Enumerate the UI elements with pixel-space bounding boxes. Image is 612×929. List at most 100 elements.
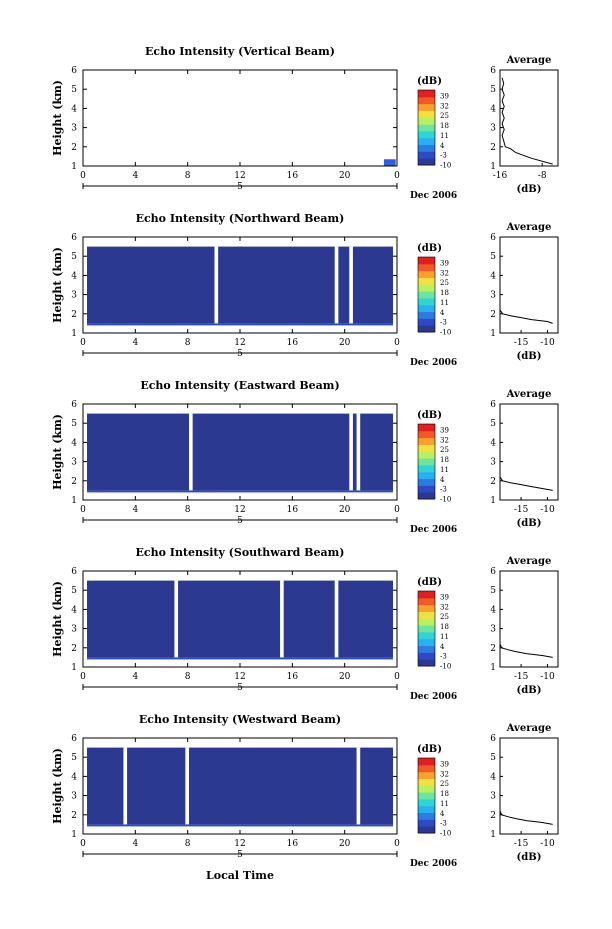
heatmap-gap-column [123, 747, 128, 825]
colorbar-segment [418, 144, 435, 152]
y-tick-label: 4 [71, 271, 77, 281]
profile-y-tick-label: 1 [490, 663, 496, 673]
colorbar-segment [418, 785, 435, 793]
colorbar-tick-label: -3 [440, 486, 447, 494]
colorbar-unit: (dB) [417, 76, 442, 87]
x-tick-label: 0 [80, 338, 86, 348]
x-tick-label: 16 [287, 839, 299, 849]
colorbar-tick-label: 25 [440, 780, 449, 788]
colorbar-segment [418, 625, 435, 633]
x-tick-label: 8 [185, 672, 191, 682]
colorbar-segment [418, 158, 435, 166]
x-tick-label: 0 [80, 672, 86, 682]
profile-y-tick-label: 5 [490, 419, 496, 429]
profile-x-tick-label: -15 [514, 505, 529, 515]
profile-title: Average [506, 556, 552, 567]
y-tick-label: 3 [71, 792, 77, 802]
profile-y-tick-label: 2 [490, 644, 496, 654]
y-tick-label: 2 [71, 811, 77, 821]
x-tick-label: 4 [132, 171, 138, 181]
profile-y-tick-label: 2 [490, 143, 496, 153]
x-tick-label: 4 [132, 839, 138, 849]
profile-y-tick-label: 2 [490, 310, 496, 320]
heatmap-block [87, 824, 393, 827]
colorbar-tick-label: 4 [440, 643, 445, 651]
profile-y-tick-label: 6 [490, 400, 496, 410]
y-tick-label: 5 [71, 252, 77, 262]
x-tick-label: 20 [339, 338, 351, 348]
y-tick-label: 4 [71, 772, 77, 782]
panel-title: Echo Intensity (Southward Beam) [136, 546, 345, 559]
colorbar-segment [418, 812, 435, 820]
profile-y-tick-label: 6 [490, 567, 496, 577]
colorbar-segment [418, 318, 435, 326]
x-tick-label: 4 [132, 505, 138, 515]
colorbar-segment [418, 430, 435, 439]
colorbar-segment [418, 151, 435, 159]
heatmap-block [87, 490, 393, 493]
colorbar-tick-label: 18 [440, 456, 449, 464]
colorbar-tick-label: -10 [440, 496, 451, 504]
x-tick-label: 0 [80, 505, 86, 515]
colorbar-frame [417, 89, 436, 166]
profile-frame [499, 737, 559, 835]
colorbar-segment [418, 798, 435, 807]
colorbar-tick-label: -3 [440, 319, 447, 327]
x-tick-label: 0 [80, 171, 86, 181]
y-tick-label: 4 [71, 438, 77, 448]
profile-y-tick-label: 5 [490, 252, 496, 262]
profile-plot: Average 1 2 3 4 5 6 -15 -10 (dB) [490, 556, 559, 696]
colorbar-segment [418, 478, 435, 486]
profile-plot: Average 1 2 3 4 5 6 -16 -8 (dB) [490, 55, 559, 195]
colorbar-tick-label: 39 [440, 93, 449, 101]
colorbar-segment [418, 284, 435, 292]
colorbar-tick-label: 32 [440, 603, 449, 611]
profile-line [499, 244, 553, 324]
y-tick-label: 3 [71, 124, 77, 134]
colorbar-segment [418, 297, 435, 306]
y-tick-label: 1 [71, 162, 77, 172]
colorbar-tick-label: -3 [440, 152, 447, 160]
date-day: 5 [237, 182, 243, 192]
heatmap [87, 413, 393, 493]
x-tick-label: 16 [287, 505, 299, 515]
y-tick-label: 5 [71, 419, 77, 429]
colorbar-tick-label: 11 [440, 466, 449, 474]
heatmap-gap-column [334, 580, 339, 658]
x-tick-label: 8 [185, 505, 191, 515]
colorbar-segment [418, 611, 435, 619]
heatmap-gap-column [349, 413, 353, 491]
colorbar-segment [418, 96, 435, 105]
x-tick-label: 0 [394, 839, 400, 849]
heatmap-block [87, 246, 393, 324]
date-label: Dec 2006 [410, 525, 457, 535]
colorbar-tick-label: 32 [440, 436, 449, 444]
date-day: 5 [237, 516, 243, 526]
date-day: 5 [237, 683, 243, 693]
colorbar-segment [418, 758, 435, 766]
profile-y-tick-label: 4 [490, 438, 496, 448]
date-label: Dec 2006 [410, 692, 457, 702]
profile-y-tick-label: 2 [490, 811, 496, 821]
y-tick-label: 5 [71, 753, 77, 763]
panel-title: Echo Intensity (Northward Beam) [136, 212, 345, 225]
colorbar-segment [418, 464, 435, 473]
profile-y-tick-label: 6 [490, 734, 496, 744]
x-tick-label: 12 [234, 338, 245, 348]
panel-title: Echo Intensity (Vertical Beam) [145, 45, 335, 58]
x-tick-label: 8 [185, 338, 191, 348]
colorbar-tick-label: -3 [440, 653, 447, 661]
profile-x-tick-label: -15 [514, 672, 529, 682]
panel-3: Echo Intensity (Southward Beam)123456Hei… [51, 546, 559, 702]
profile-y-tick-label: 1 [490, 162, 496, 172]
colorbar-segment [418, 485, 435, 493]
y-axis-label: Height (km) [51, 414, 64, 490]
colorbar-segment [418, 270, 435, 278]
heatmap-cell [383, 159, 396, 166]
profile-x-label: (dB) [517, 852, 542, 863]
profile-line [499, 745, 553, 825]
y-tick-label: 4 [71, 605, 77, 615]
y-tick-label: 4 [71, 104, 77, 114]
colorbar-segment [418, 591, 435, 599]
